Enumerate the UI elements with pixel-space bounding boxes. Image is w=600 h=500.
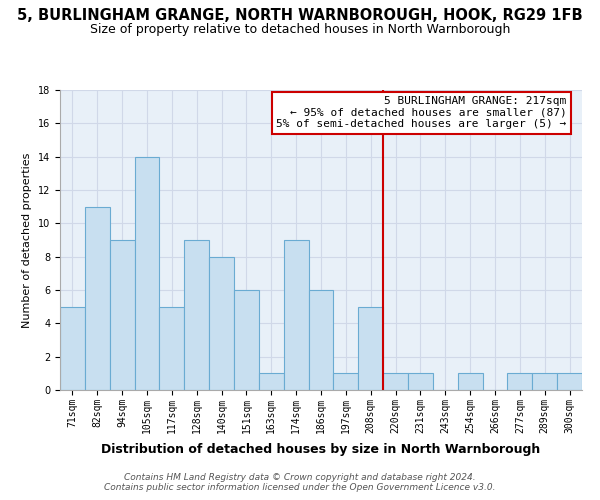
Bar xyxy=(358,306,383,390)
Bar xyxy=(532,374,557,390)
Bar xyxy=(259,374,284,390)
Bar xyxy=(110,240,134,390)
Bar xyxy=(383,374,408,390)
Text: 5, BURLINGHAM GRANGE, NORTH WARNBOROUGH, HOOK, RG29 1FB: 5, BURLINGHAM GRANGE, NORTH WARNBOROUGH,… xyxy=(17,8,583,22)
Bar xyxy=(60,306,85,390)
Text: Contains HM Land Registry data © Crown copyright and database right 2024.
Contai: Contains HM Land Registry data © Crown c… xyxy=(104,473,496,492)
Text: Size of property relative to detached houses in North Warnborough: Size of property relative to detached ho… xyxy=(90,22,510,36)
Bar xyxy=(308,290,334,390)
Bar xyxy=(234,290,259,390)
Bar xyxy=(134,156,160,390)
Bar xyxy=(184,240,209,390)
Bar xyxy=(85,206,110,390)
Bar xyxy=(160,306,184,390)
Bar xyxy=(508,374,532,390)
Bar xyxy=(284,240,308,390)
Text: 5 BURLINGHAM GRANGE: 217sqm
← 95% of detached houses are smaller (87)
5% of semi: 5 BURLINGHAM GRANGE: 217sqm ← 95% of det… xyxy=(276,96,566,129)
Text: Distribution of detached houses by size in North Warnborough: Distribution of detached houses by size … xyxy=(101,442,541,456)
Bar xyxy=(458,374,482,390)
Y-axis label: Number of detached properties: Number of detached properties xyxy=(22,152,32,328)
Bar xyxy=(408,374,433,390)
Bar xyxy=(209,256,234,390)
Bar xyxy=(334,374,358,390)
Bar xyxy=(557,374,582,390)
